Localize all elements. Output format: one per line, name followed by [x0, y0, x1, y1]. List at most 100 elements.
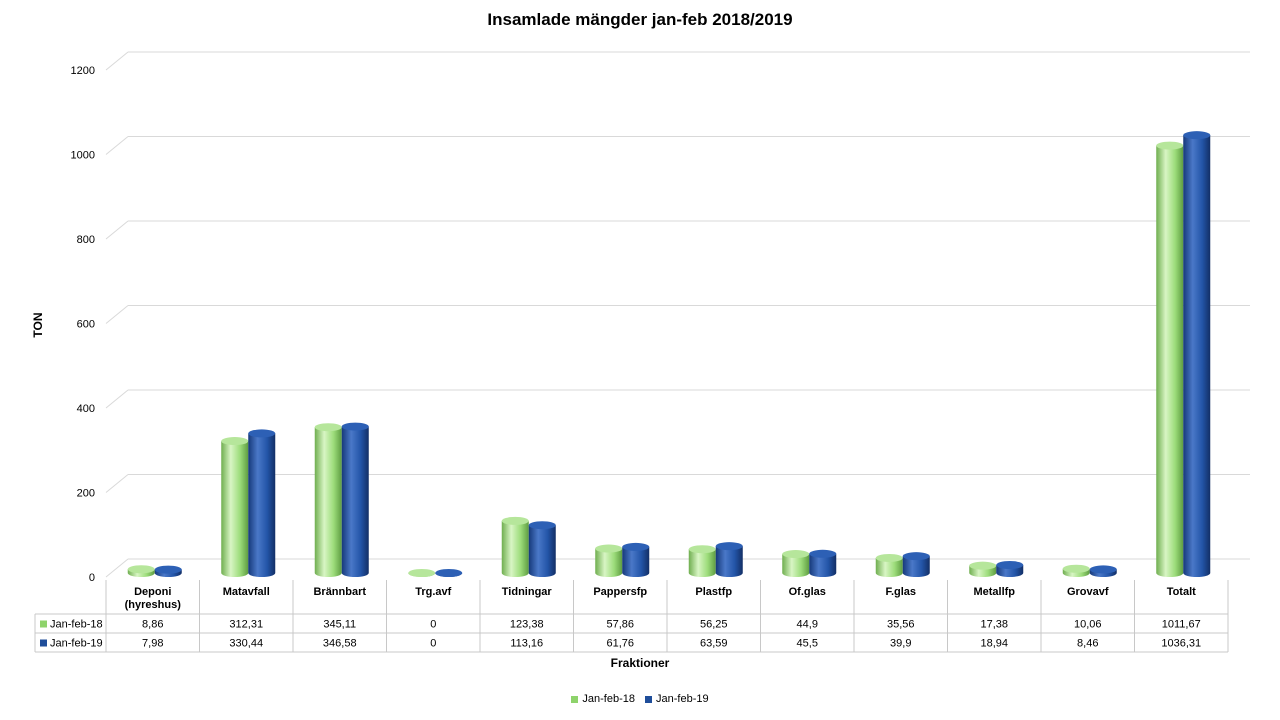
bar-jan-feb-19-5 [622, 542, 650, 577]
bar-top [501, 516, 529, 525]
legend-swatch-series-2 [645, 695, 652, 703]
bar-body [809, 553, 837, 577]
y-tick-label: 1000 [71, 150, 95, 162]
category-label: (hyreshus) [125, 599, 182, 611]
y-tick-label: 600 [77, 319, 95, 331]
bar-body [501, 520, 529, 577]
category-label: Metallfp [973, 586, 1015, 598]
data-label: 61,76 [606, 638, 634, 650]
bar-jan-feb-19-11 [1183, 131, 1211, 577]
category-label: Trg.avf [415, 586, 451, 598]
data-label: 312,31 [229, 619, 263, 631]
row-swatch [40, 620, 47, 628]
bar-top [528, 521, 556, 530]
bar-jan-feb-19-2 [341, 422, 369, 577]
data-label: 0 [430, 619, 436, 631]
gridline-stub [105, 558, 129, 578]
bar-body [248, 433, 276, 577]
bar-jan-feb-19-9 [996, 560, 1024, 577]
data-label: 330,44 [229, 638, 263, 650]
category-label: Brännbart [313, 586, 366, 598]
bar-body [902, 556, 930, 577]
gridline-stub [105, 389, 129, 409]
legend-item-series-1: Jan-feb-18 [571, 693, 635, 705]
data-label: 345,11 [323, 619, 356, 631]
bar-jan-feb-18-5 [595, 544, 623, 577]
gridline-stub [105, 51, 129, 71]
y-tick-label: 0 [89, 572, 95, 584]
bar-jan-feb-18-2 [314, 423, 342, 577]
data-label: 17,38 [980, 619, 1008, 631]
data-label: 113,16 [510, 638, 543, 650]
bar-body [1156, 145, 1184, 577]
y-tick-label: 400 [77, 403, 95, 415]
gridline-stub [105, 474, 129, 493]
bar-top [1062, 564, 1090, 573]
data-label: 35,56 [887, 619, 915, 631]
bar-jan-feb-19-8 [902, 552, 930, 577]
data-label: 123,38 [510, 619, 544, 631]
data-label: 10,06 [1074, 619, 1102, 631]
data-label: 44,9 [797, 619, 818, 631]
bar-body [221, 441, 249, 577]
bar-jan-feb-19-1 [248, 429, 276, 577]
bar-body [595, 548, 623, 577]
data-label: 63,59 [700, 638, 728, 650]
data-label: 0 [430, 638, 436, 650]
bar-jan-feb-18-6 [688, 545, 716, 577]
data-label: 8,86 [142, 619, 163, 631]
y-tick-label: 800 [77, 234, 95, 246]
data-label: 18,94 [980, 638, 1008, 650]
bar-top [996, 560, 1024, 569]
category-label: Grovavf [1067, 586, 1109, 598]
data-label: 57,86 [606, 619, 634, 631]
bar-top [875, 553, 903, 562]
bar-top [1156, 141, 1184, 150]
bar-top [902, 552, 930, 561]
data-label: 56,25 [700, 619, 728, 631]
bar-jan-feb-18-1 [221, 437, 249, 577]
bar-top [782, 550, 810, 559]
bar-jan-feb-18-9 [969, 561, 997, 577]
data-label: 7,98 [142, 638, 163, 650]
legend-item-series-2: Jan-feb-19 [645, 693, 709, 705]
legend: Jan-feb-18 Jan-feb-19 [0, 693, 1280, 705]
bar-top [248, 429, 276, 438]
bar-jan-feb-18-10 [1062, 564, 1090, 577]
bar-top [341, 422, 369, 431]
bar-top [314, 423, 342, 432]
y-tick-label: 200 [77, 488, 95, 500]
legend-label-series-2: Jan-feb-19 [656, 693, 709, 705]
bar-jan-feb-18-3 [408, 569, 436, 577]
bar-jan-feb-18-11 [1156, 141, 1184, 577]
bar-top [1089, 565, 1117, 574]
bar-body [1183, 135, 1211, 577]
category-label: Plastfp [695, 586, 732, 598]
row-swatch [40, 639, 47, 647]
legend-swatch-series-1 [571, 695, 579, 703]
bar-top [435, 569, 463, 577]
gridline-stub [105, 305, 129, 324]
bar-top [221, 437, 249, 446]
x-axis-label: Fraktioner [610, 656, 670, 670]
data-label: 39,9 [890, 638, 911, 650]
bar-body [688, 549, 716, 577]
bar-top [595, 544, 623, 553]
category-label: Deponi [134, 586, 171, 598]
data-label: 1036,31 [1161, 638, 1201, 650]
bar-body [715, 546, 743, 577]
category-label: F.glas [885, 586, 916, 598]
bar-jan-feb-19-3 [435, 569, 463, 577]
bar-top [688, 545, 716, 554]
bar-jan-feb-18-8 [875, 553, 903, 577]
bar-top [154, 565, 182, 574]
bar-jan-feb-18-7 [782, 550, 810, 577]
bar-body [622, 546, 650, 577]
data-label: 346,58 [323, 638, 357, 650]
data-label: 8,46 [1077, 638, 1098, 650]
category-label: Of.glas [789, 586, 826, 598]
bar-jan-feb-18-4 [501, 516, 529, 577]
y-tick-label: 1200 [71, 65, 95, 77]
category-label: Pappersfp [593, 586, 647, 598]
